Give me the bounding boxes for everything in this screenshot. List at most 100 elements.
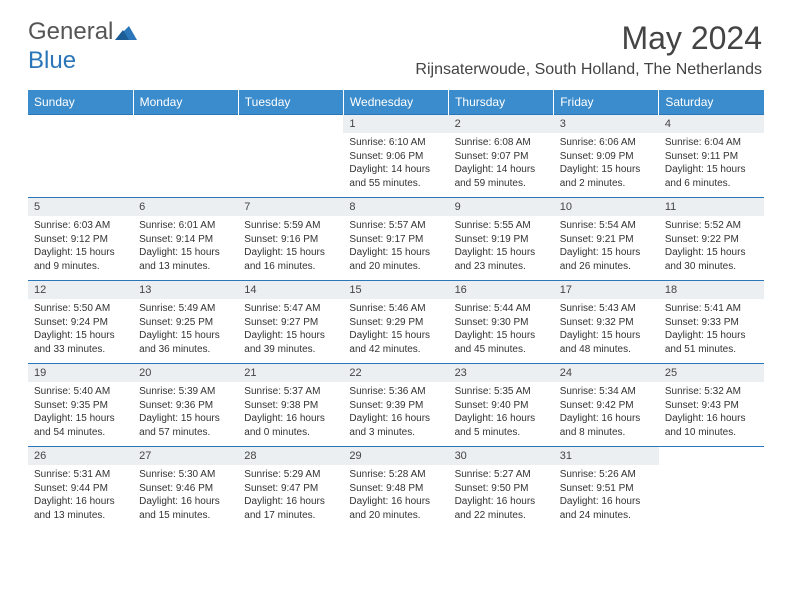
sunrise-text: Sunrise: 5:50 AM [34, 302, 127, 316]
calendar-cell: 25Sunrise: 5:32 AMSunset: 9:43 PMDayligh… [659, 364, 764, 447]
calendar-cell: 16Sunrise: 5:44 AMSunset: 9:30 PMDayligh… [449, 281, 554, 364]
day-number: 1 [343, 115, 448, 133]
day-number: 21 [238, 364, 343, 382]
day-number: 25 [659, 364, 764, 382]
day-number: 29 [343, 447, 448, 465]
brand-part2: Blue [28, 47, 76, 74]
calendar-cell: 28Sunrise: 5:29 AMSunset: 9:47 PMDayligh… [238, 447, 343, 530]
sunset-text: Sunset: 9:36 PM [139, 399, 232, 413]
calendar-cell: 22Sunrise: 5:36 AMSunset: 9:39 PMDayligh… [343, 364, 448, 447]
sunset-text: Sunset: 9:50 PM [455, 482, 548, 496]
day-details: Sunrise: 5:47 AMSunset: 9:27 PMDaylight:… [238, 299, 343, 358]
day-number: 6 [133, 198, 238, 216]
calendar-cell: 3Sunrise: 6:06 AMSunset: 9:09 PMDaylight… [554, 115, 659, 198]
day-details: Sunrise: 5:52 AMSunset: 9:22 PMDaylight:… [659, 216, 764, 275]
day-details: Sunrise: 6:01 AMSunset: 9:14 PMDaylight:… [133, 216, 238, 275]
calendar-cell: 31Sunrise: 5:26 AMSunset: 9:51 PMDayligh… [554, 447, 659, 530]
logo-triangle-icon [115, 19, 137, 47]
daylight-text: Daylight: 15 hours and 54 minutes. [34, 412, 127, 439]
calendar-row: 19Sunrise: 5:40 AMSunset: 9:35 PMDayligh… [28, 364, 764, 447]
sunrise-text: Sunrise: 5:57 AM [349, 219, 442, 233]
daylight-text: Daylight: 16 hours and 20 minutes. [349, 495, 442, 522]
sunrise-text: Sunrise: 5:40 AM [34, 385, 127, 399]
sunset-text: Sunset: 9:07 PM [455, 150, 548, 164]
day-details: Sunrise: 5:35 AMSunset: 9:40 PMDaylight:… [449, 382, 554, 441]
day-details: Sunrise: 5:55 AMSunset: 9:19 PMDaylight:… [449, 216, 554, 275]
daylight-text: Daylight: 15 hours and 13 minutes. [139, 246, 232, 273]
day-number: 3 [554, 115, 659, 133]
daylight-text: Daylight: 15 hours and 57 minutes. [139, 412, 232, 439]
weekday-header: Monday [133, 90, 238, 115]
calendar-cell: 13Sunrise: 5:49 AMSunset: 9:25 PMDayligh… [133, 281, 238, 364]
calendar-cell: 14Sunrise: 5:47 AMSunset: 9:27 PMDayligh… [238, 281, 343, 364]
calendar-cell [28, 115, 133, 198]
brand-part1: General [28, 18, 113, 45]
sunrise-text: Sunrise: 5:35 AM [455, 385, 548, 399]
sunset-text: Sunset: 9:22 PM [665, 233, 758, 247]
calendar-cell: 10Sunrise: 5:54 AMSunset: 9:21 PMDayligh… [554, 198, 659, 281]
day-number: 26 [28, 447, 133, 465]
sunrise-text: Sunrise: 6:03 AM [34, 219, 127, 233]
calendar-cell: 23Sunrise: 5:35 AMSunset: 9:40 PMDayligh… [449, 364, 554, 447]
day-number: 2 [449, 115, 554, 133]
calendar-cell: 2 Sunrise: 6:08 AMSunset: 9:07 PMDaylight… [449, 115, 554, 198]
day-details: Sunrise: 5:50 AMSunset: 9:24 PMDaylight:… [28, 299, 133, 358]
sunrise-text: Sunrise: 5:29 AM [244, 468, 337, 482]
sunrise-text: Sunrise: 5:31 AM [34, 468, 127, 482]
sunrise-text: Sunrise: 5:44 AM [455, 302, 548, 316]
day-details: Sunrise: 5:49 AMSunset: 9:25 PMDaylight:… [133, 299, 238, 358]
calendar-cell: 18Sunrise: 5:41 AMSunset: 9:33 PMDayligh… [659, 281, 764, 364]
calendar-cell: 17Sunrise: 5:43 AMSunset: 9:32 PMDayligh… [554, 281, 659, 364]
calendar-cell: 9Sunrise: 5:55 AMSunset: 9:19 PMDaylight… [449, 198, 554, 281]
sunrise-text: Sunrise: 6:08 AM [455, 136, 548, 150]
weekday-header: Wednesday [343, 90, 448, 115]
day-details: Sunrise: 5:31 AMSunset: 9:44 PMDaylight:… [28, 465, 133, 524]
day-details: Sunrise: 6:06 AMSunset: 9:09 PMDaylight:… [554, 133, 659, 192]
daylight-text: Daylight: 15 hours and 45 minutes. [455, 329, 548, 356]
day-number: 5 [28, 198, 133, 216]
sunrise-text: Sunrise: 5:43 AM [560, 302, 653, 316]
calendar-cell: 11Sunrise: 5:52 AMSunset: 9:22 PMDayligh… [659, 198, 764, 281]
day-details: Sunrise: 5:34 AMSunset: 9:42 PMDaylight:… [554, 382, 659, 441]
day-details: Sunrise: 5:54 AMSunset: 9:21 PMDaylight:… [554, 216, 659, 275]
sunset-text: Sunset: 9:33 PM [665, 316, 758, 330]
daylight-text: Daylight: 14 hours and 55 minutes. [349, 163, 442, 190]
sunset-text: Sunset: 9:11 PM [665, 150, 758, 164]
weekday-header: Friday [554, 90, 659, 115]
sunset-text: Sunset: 9:29 PM [349, 316, 442, 330]
sunrise-text: Sunrise: 6:06 AM [560, 136, 653, 150]
calendar-cell: 5Sunrise: 6:03 AMSunset: 9:12 PMDaylight… [28, 198, 133, 281]
daylight-text: Daylight: 15 hours and 30 minutes. [665, 246, 758, 273]
sunset-text: Sunset: 9:21 PM [560, 233, 653, 247]
sunrise-text: Sunrise: 5:34 AM [560, 385, 653, 399]
calendar-cell: 12Sunrise: 5:50 AMSunset: 9:24 PMDayligh… [28, 281, 133, 364]
weekday-header: Tuesday [238, 90, 343, 115]
sunrise-text: Sunrise: 5:49 AM [139, 302, 232, 316]
sunrise-text: Sunrise: 5:26 AM [560, 468, 653, 482]
calendar-table: Sunday Monday Tuesday Wednesday Thursday… [28, 90, 764, 530]
daylight-text: Daylight: 14 hours and 59 minutes. [455, 163, 548, 190]
daylight-text: Daylight: 15 hours and 23 minutes. [455, 246, 548, 273]
day-number: 30 [449, 447, 554, 465]
day-number: 19 [28, 364, 133, 382]
daylight-text: Daylight: 15 hours and 51 minutes. [665, 329, 758, 356]
daylight-text: Daylight: 16 hours and 3 minutes. [349, 412, 442, 439]
sunset-text: Sunset: 9:24 PM [34, 316, 127, 330]
sunset-text: Sunset: 9:40 PM [455, 399, 548, 413]
calendar-row: 5Sunrise: 6:03 AMSunset: 9:12 PMDaylight… [28, 198, 764, 281]
sunset-text: Sunset: 9:51 PM [560, 482, 653, 496]
day-number: 17 [554, 281, 659, 299]
day-details: Sunrise: 5:26 AMSunset: 9:51 PMDaylight:… [554, 465, 659, 524]
calendar-cell [133, 115, 238, 198]
day-details: Sunrise: 5:30 AMSunset: 9:46 PMDaylight:… [133, 465, 238, 524]
calendar-cell: 30Sunrise: 5:27 AMSunset: 9:50 PMDayligh… [449, 447, 554, 530]
sunrise-text: Sunrise: 5:39 AM [139, 385, 232, 399]
day-details: Sunrise: 5:37 AMSunset: 9:38 PMDaylight:… [238, 382, 343, 441]
sunrise-text: Sunrise: 5:28 AM [349, 468, 442, 482]
sunrise-text: Sunrise: 5:46 AM [349, 302, 442, 316]
day-details: Sunrise: 5:28 AMSunset: 9:48 PMDaylight:… [343, 465, 448, 524]
calendar-cell: 29Sunrise: 5:28 AMSunset: 9:48 PMDayligh… [343, 447, 448, 530]
sunset-text: Sunset: 9:35 PM [34, 399, 127, 413]
daylight-text: Daylight: 15 hours and 2 minutes. [560, 163, 653, 190]
sunset-text: Sunset: 9:48 PM [349, 482, 442, 496]
